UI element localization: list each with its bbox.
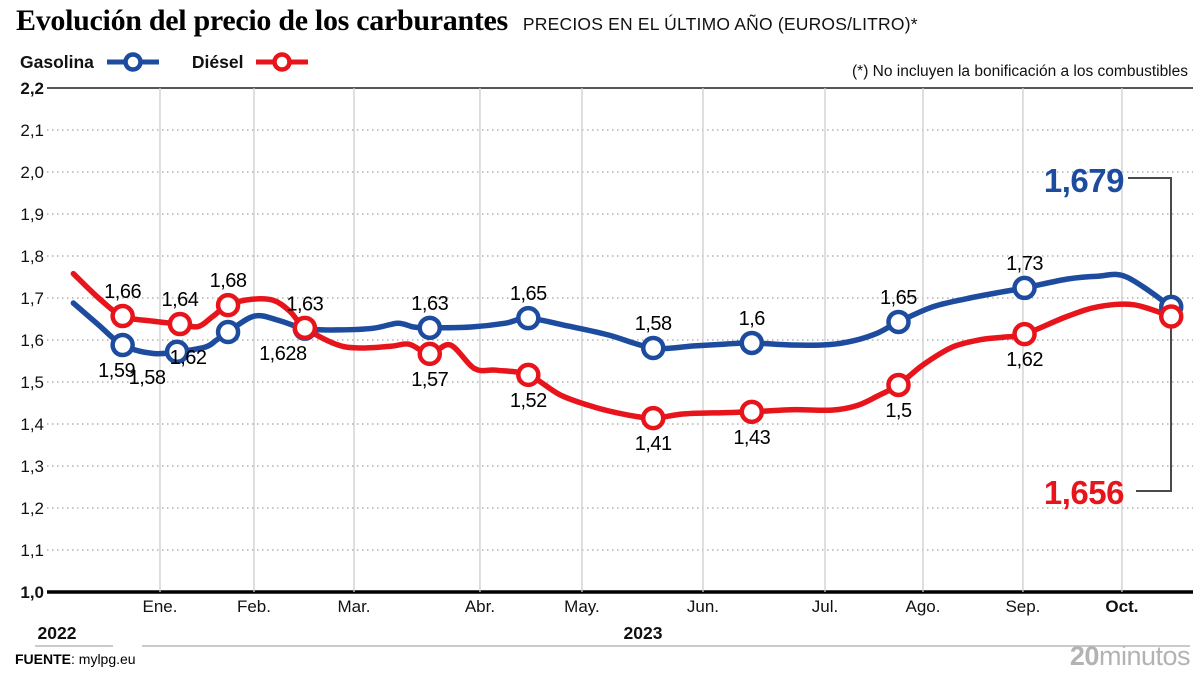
data-point-marker-diesel — [640, 405, 666, 431]
legend-label-gasolina: Gasolina — [20, 51, 94, 72]
y-axis-label: 1,8 — [20, 247, 44, 266]
data-point-label: 1,6 — [739, 308, 766, 330]
month-label: Sep. — [1005, 597, 1040, 616]
year-label-2023: 2023 — [624, 623, 663, 643]
data-point-marker-gasolina — [164, 339, 190, 365]
data-point-label: 1,58 — [635, 313, 672, 335]
gasolina-line-swatch-icon — [106, 52, 159, 72]
data-point-marker-diesel — [167, 311, 193, 337]
20minutos-logo: 20minutos — [1069, 641, 1191, 671]
end-values-bracket — [1128, 177, 1172, 492]
data-point-label: 1,65 — [880, 287, 917, 309]
data-point-marker-diesel — [417, 341, 443, 367]
y-axis-label: 2,0 — [20, 163, 44, 182]
series-line-gasolina — [70, 271, 1174, 357]
month-label: Jul. — [812, 597, 838, 616]
y-axis-label: 2,1 — [20, 121, 44, 140]
data-point-marker-diesel — [292, 315, 318, 341]
source-value: : mylpg.eu — [71, 651, 136, 667]
data-point-marker-gasolina — [886, 309, 911, 335]
data-point-marker-gasolina — [417, 315, 443, 341]
data-point-label: 1,63 — [286, 294, 323, 316]
year-label-2022: 2022 — [38, 623, 77, 643]
data-point-label: 1,68 — [210, 270, 247, 292]
data-point-marker-diesel — [886, 372, 911, 398]
month-label: Abr. — [465, 597, 495, 616]
end-value-label-diesel: 1,656 — [1044, 474, 1124, 511]
data-point-marker-gasolina — [640, 335, 666, 361]
month-label: Feb. — [237, 597, 271, 616]
data-point-marker-gasolina — [739, 330, 765, 356]
month-label: Mar. — [337, 597, 370, 616]
data-point-marker-gasolina — [110, 332, 135, 358]
end-value-label-gasolina: 1,679 — [1044, 162, 1124, 199]
y-axis-label: 1,0 — [20, 583, 44, 602]
y-axis-label: 1,1 — [20, 541, 44, 560]
legend: Gasolina Diésel — [20, 51, 309, 73]
data-point-label: 1,59 — [98, 360, 135, 382]
source-label: FUENTE — [15, 651, 71, 667]
data-point-label: 1,628 — [259, 343, 307, 365]
y-axis-label: 1,6 — [20, 331, 44, 350]
data-point-marker-gasolina — [215, 319, 241, 345]
data-point-marker-diesel — [516, 362, 541, 388]
data-point-label: 1,73 — [1006, 253, 1043, 275]
legend-label-diesel: Diésel — [191, 51, 244, 72]
data-point-label: 1,57 — [411, 369, 448, 391]
data-point-label: 1,58 — [129, 367, 166, 389]
data-point-label: 1,52 — [510, 390, 547, 412]
y-axis-label: 1,9 — [20, 205, 44, 224]
data-point-label: 1,62 — [170, 347, 207, 369]
month-label: Jun. — [687, 597, 719, 616]
data-point-marker-diesel — [1012, 321, 1037, 347]
data-point-marker-diesel — [1158, 304, 1184, 329]
data-point-label: 1,64 — [161, 289, 198, 311]
chart-subtitle: PRECIOS EN EL ÚLTIMO AÑO (EUROS/LITRO)* — [522, 14, 918, 34]
y-axis-label: 1,2 — [20, 499, 44, 518]
month-label: Ago. — [906, 597, 941, 616]
y-axis-label: 1,7 — [20, 289, 44, 308]
data-point-label: 1,5 — [885, 400, 912, 422]
data-point-label: 1,41 — [635, 433, 672, 455]
data-point-marker-diesel — [215, 292, 241, 318]
data-point-label: 1,66 — [104, 281, 141, 303]
y-axis-label: 1,4 — [20, 415, 44, 434]
data-point-label: 1,62 — [1006, 349, 1043, 371]
series-line-diesel — [70, 270, 1174, 421]
month-label: May. — [564, 597, 600, 616]
header: Evolución del precio de los carburantes … — [16, 4, 918, 38]
source-credit: FUENTE: mylpg.eu — [15, 651, 136, 667]
diesel-line-swatch-icon — [256, 52, 309, 72]
data-point-label: 1,63 — [411, 293, 448, 315]
y-axis-label: 1,5 — [20, 373, 44, 392]
y-axis-label: 1,3 — [20, 457, 44, 476]
data-point-marker-diesel — [739, 399, 765, 425]
data-point-marker-diesel — [110, 303, 135, 329]
y-axis-label: 2,2 — [20, 79, 44, 98]
data-point-marker-gasolina — [516, 305, 541, 331]
month-label: Ene. — [143, 597, 178, 616]
data-point-label: 1,65 — [510, 283, 547, 305]
month-label: Oct. — [1105, 597, 1138, 616]
data-point-label: 1,43 — [733, 427, 770, 449]
data-point-marker-gasolina — [1012, 275, 1037, 301]
page-title: Evolución del precio de los carburantes — [16, 4, 508, 37]
footnote: (*) No incluyen la bonificación a los co… — [852, 63, 1188, 80]
